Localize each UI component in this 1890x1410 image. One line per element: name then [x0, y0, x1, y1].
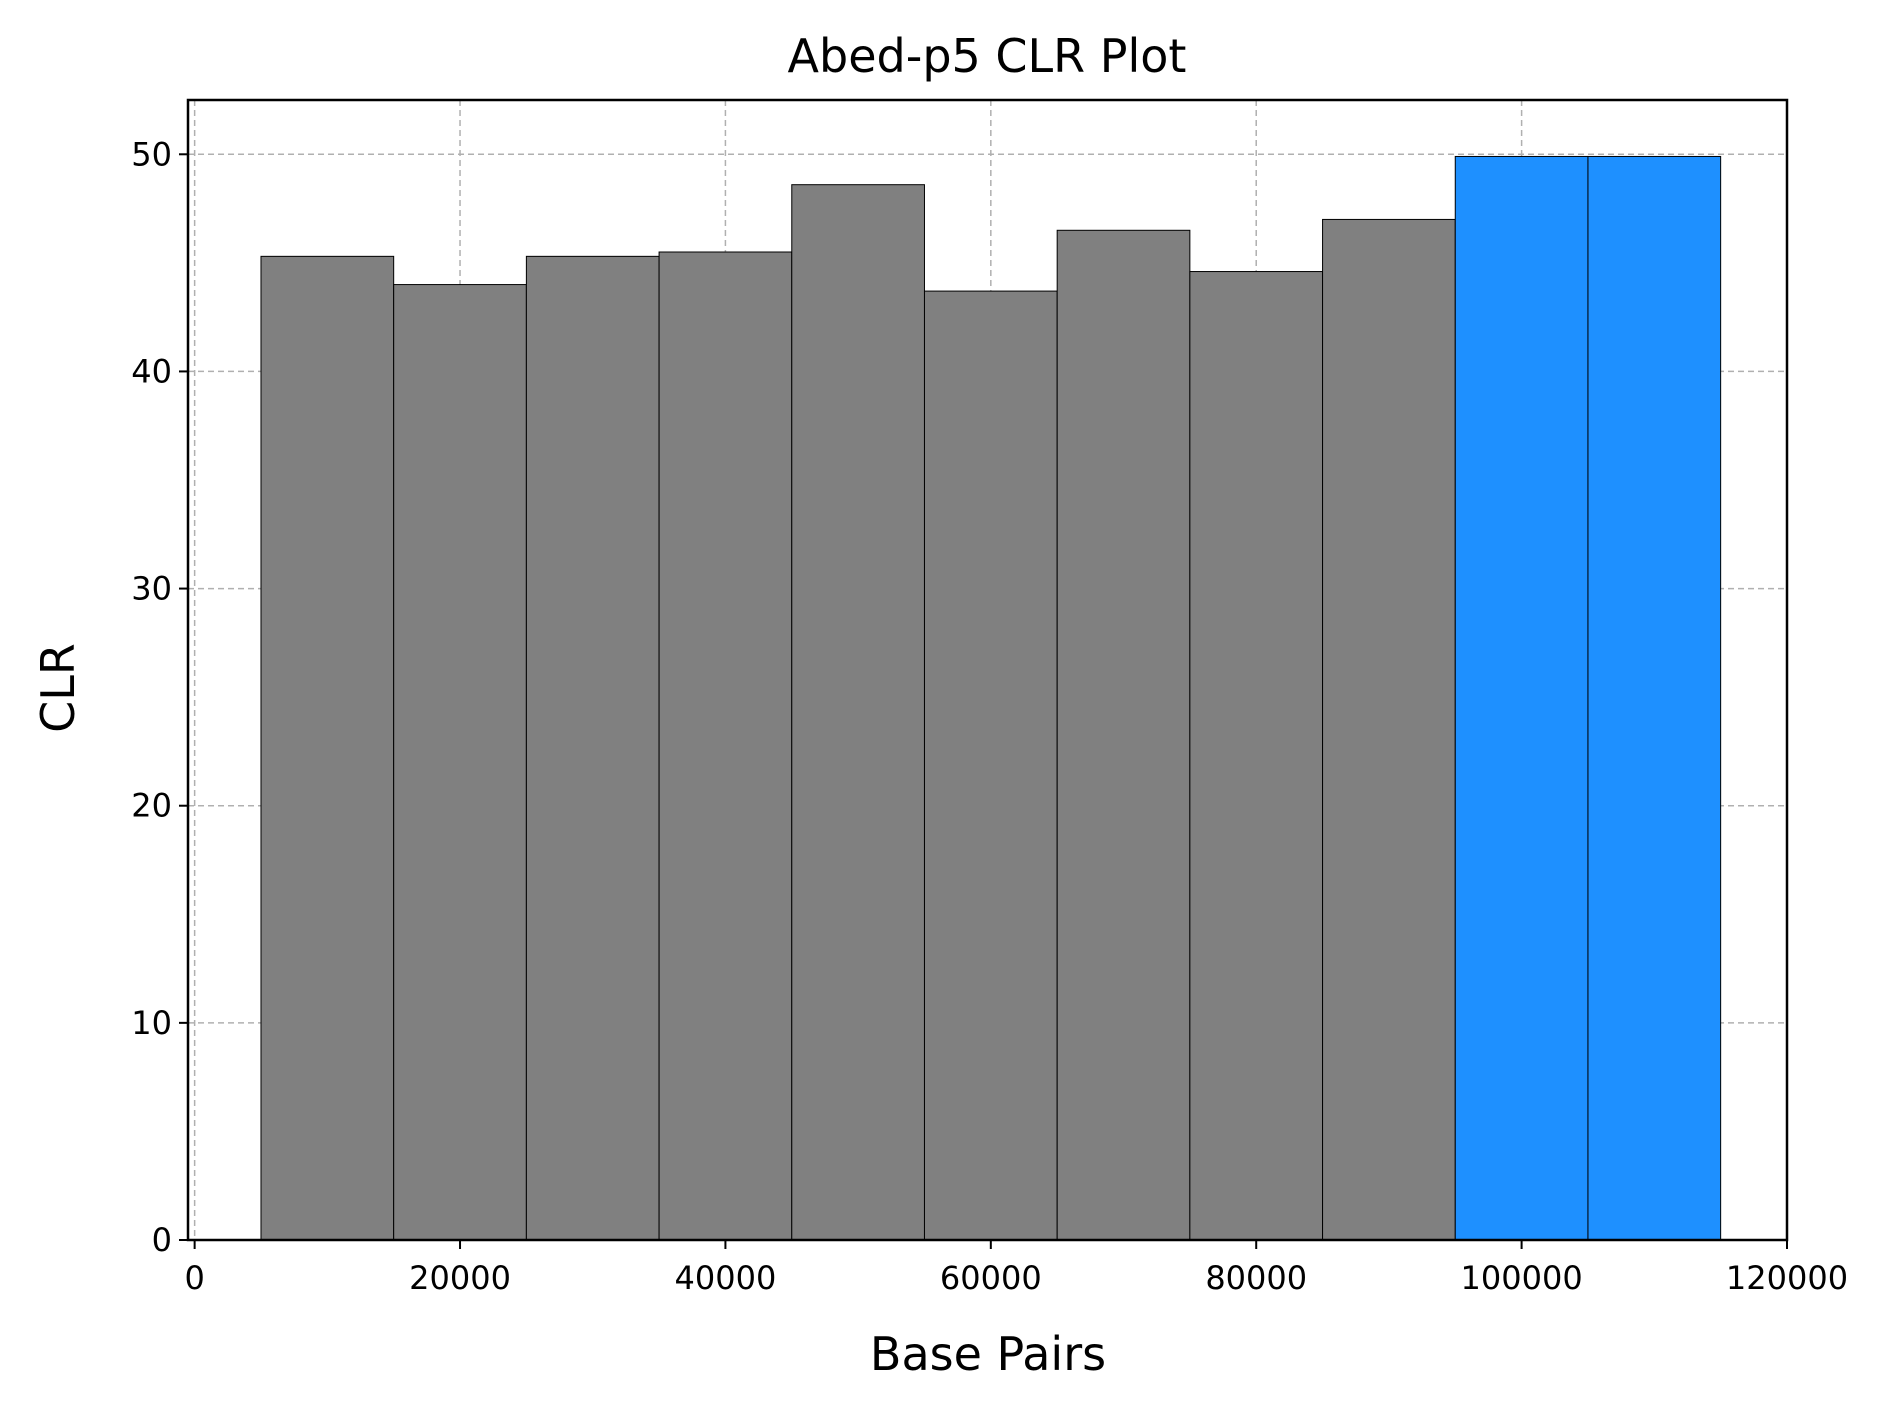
bar-20000 [393, 284, 527, 1241]
y-tick-label: 10 [131, 1004, 172, 1042]
y-axis-label: CLR [31, 643, 85, 733]
bar-80000 [1189, 271, 1324, 1241]
y-tick-label: 0 [152, 1221, 172, 1259]
x-tick-label: 100000 [1461, 1259, 1583, 1297]
plot-frame [186, 98, 1789, 1242]
bar-50000 [791, 184, 925, 1241]
bar-40000 [658, 251, 793, 1241]
x-tick-label: 40000 [675, 1259, 777, 1297]
bar-30000 [525, 255, 660, 1241]
x-tick-label: 80000 [1205, 1259, 1307, 1297]
y-tick-label: 40 [131, 352, 172, 390]
bar-110000 [1587, 155, 1722, 1241]
x-tick-label: 120000 [1726, 1259, 1848, 1297]
bar-10000 [260, 255, 395, 1241]
bars [260, 155, 1722, 1241]
y-tick-label: 50 [131, 135, 172, 173]
bar-90000 [1322, 218, 1456, 1241]
bar-70000 [1056, 229, 1191, 1241]
y-tick-label: 30 [131, 570, 172, 608]
axis-ticks: 0 20000 40000 60000 80000 100000 120000 0 10 20 30… [131, 135, 1848, 1297]
bar-100000 [1454, 155, 1589, 1241]
y-tick-label: 20 [131, 787, 172, 825]
bar-60000 [923, 290, 1058, 1241]
x-tick-label: 60000 [940, 1259, 1042, 1297]
x-axis-label: Base Pairs [870, 1327, 1106, 1381]
x-tick-label: 20000 [409, 1259, 511, 1297]
x-tick-label: 0 [184, 1259, 204, 1297]
chart-title: Abed-p5 CLR Plot [788, 29, 1187, 83]
